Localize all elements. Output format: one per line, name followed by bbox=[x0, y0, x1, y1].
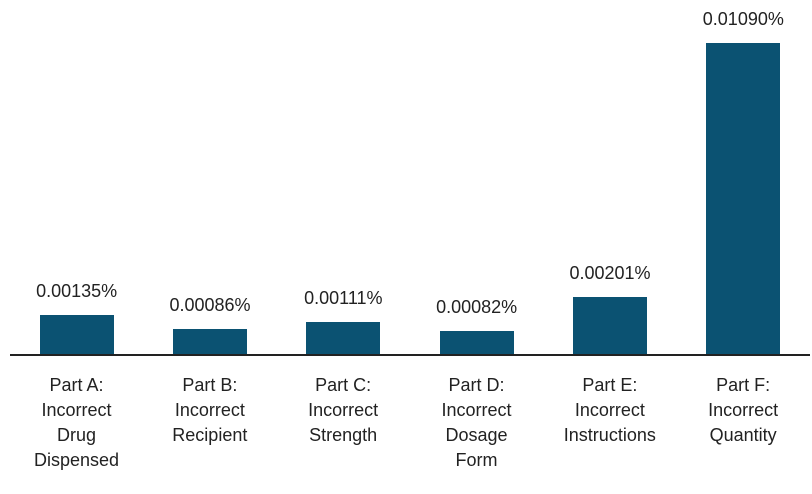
x-axis bbox=[10, 354, 810, 356]
value-label: 0.00201% bbox=[569, 262, 651, 283]
bar bbox=[573, 296, 647, 354]
bar bbox=[306, 322, 381, 354]
value-label: 0.00135% bbox=[36, 281, 118, 302]
value-label: 0.00082% bbox=[436, 296, 518, 317]
x-tick-label: Part B: Incorrect Recipient bbox=[172, 375, 248, 445]
value-label: 0.00111% bbox=[304, 288, 383, 309]
bar bbox=[706, 43, 781, 354]
bar bbox=[39, 315, 114, 354]
x-tick-label: Part F: Incorrect Quantity bbox=[708, 375, 779, 445]
bar bbox=[439, 330, 514, 354]
value-label: 0.00086% bbox=[169, 295, 251, 316]
x-tick-label: Part A: Incorrect Drug Dispensed bbox=[33, 375, 120, 470]
bar bbox=[173, 329, 247, 354]
value-label: 0.01090% bbox=[702, 9, 784, 29]
x-tick-label: Part D: Incorrect Dosage Form bbox=[441, 375, 512, 470]
x-tick-label: Part C: Incorrect Strength bbox=[308, 375, 379, 445]
x-tick-label: Part E: Incorrect Instructions bbox=[563, 375, 656, 445]
